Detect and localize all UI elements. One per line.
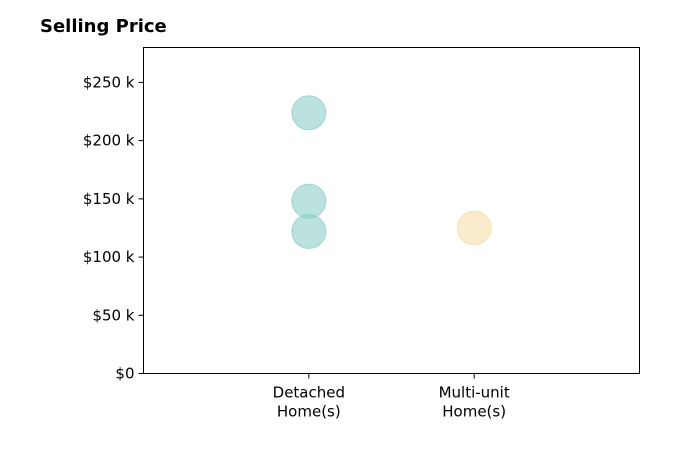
chart-title: Selling Price — [40, 16, 167, 37]
x-tick-label-line: Detached — [273, 384, 345, 402]
y-tick-label: $100 k — [83, 248, 135, 266]
x-tick-label-line: Multi-unit — [439, 384, 510, 402]
y-tick-label: $150 k — [83, 190, 135, 208]
x-tick-label: Detached Home(s) — [273, 384, 345, 421]
y-axis: $0 $50 k $100 k $150 k $200 k $250 k — [83, 73, 144, 383]
y-tick-label: $200 k — [83, 132, 135, 150]
data-point — [291, 183, 327, 219]
y-tick-label: $250 k — [83, 73, 135, 91]
y-tick-label: $50 k — [92, 306, 134, 324]
plot-area-frame — [143, 47, 640, 374]
data-point — [291, 213, 327, 249]
x-tick-label: Multi-unit Home(s) — [439, 384, 510, 421]
data-point — [291, 95, 327, 131]
x-tick-label-line: Home(s) — [442, 403, 506, 421]
data-points — [291, 95, 492, 249]
data-point — [456, 210, 492, 246]
y-tick-label: $0 — [115, 365, 134, 383]
x-tick-label-line: Home(s) — [277, 403, 341, 421]
x-axis: Detached Home(s)Multi-unit Home(s) — [273, 373, 510, 421]
